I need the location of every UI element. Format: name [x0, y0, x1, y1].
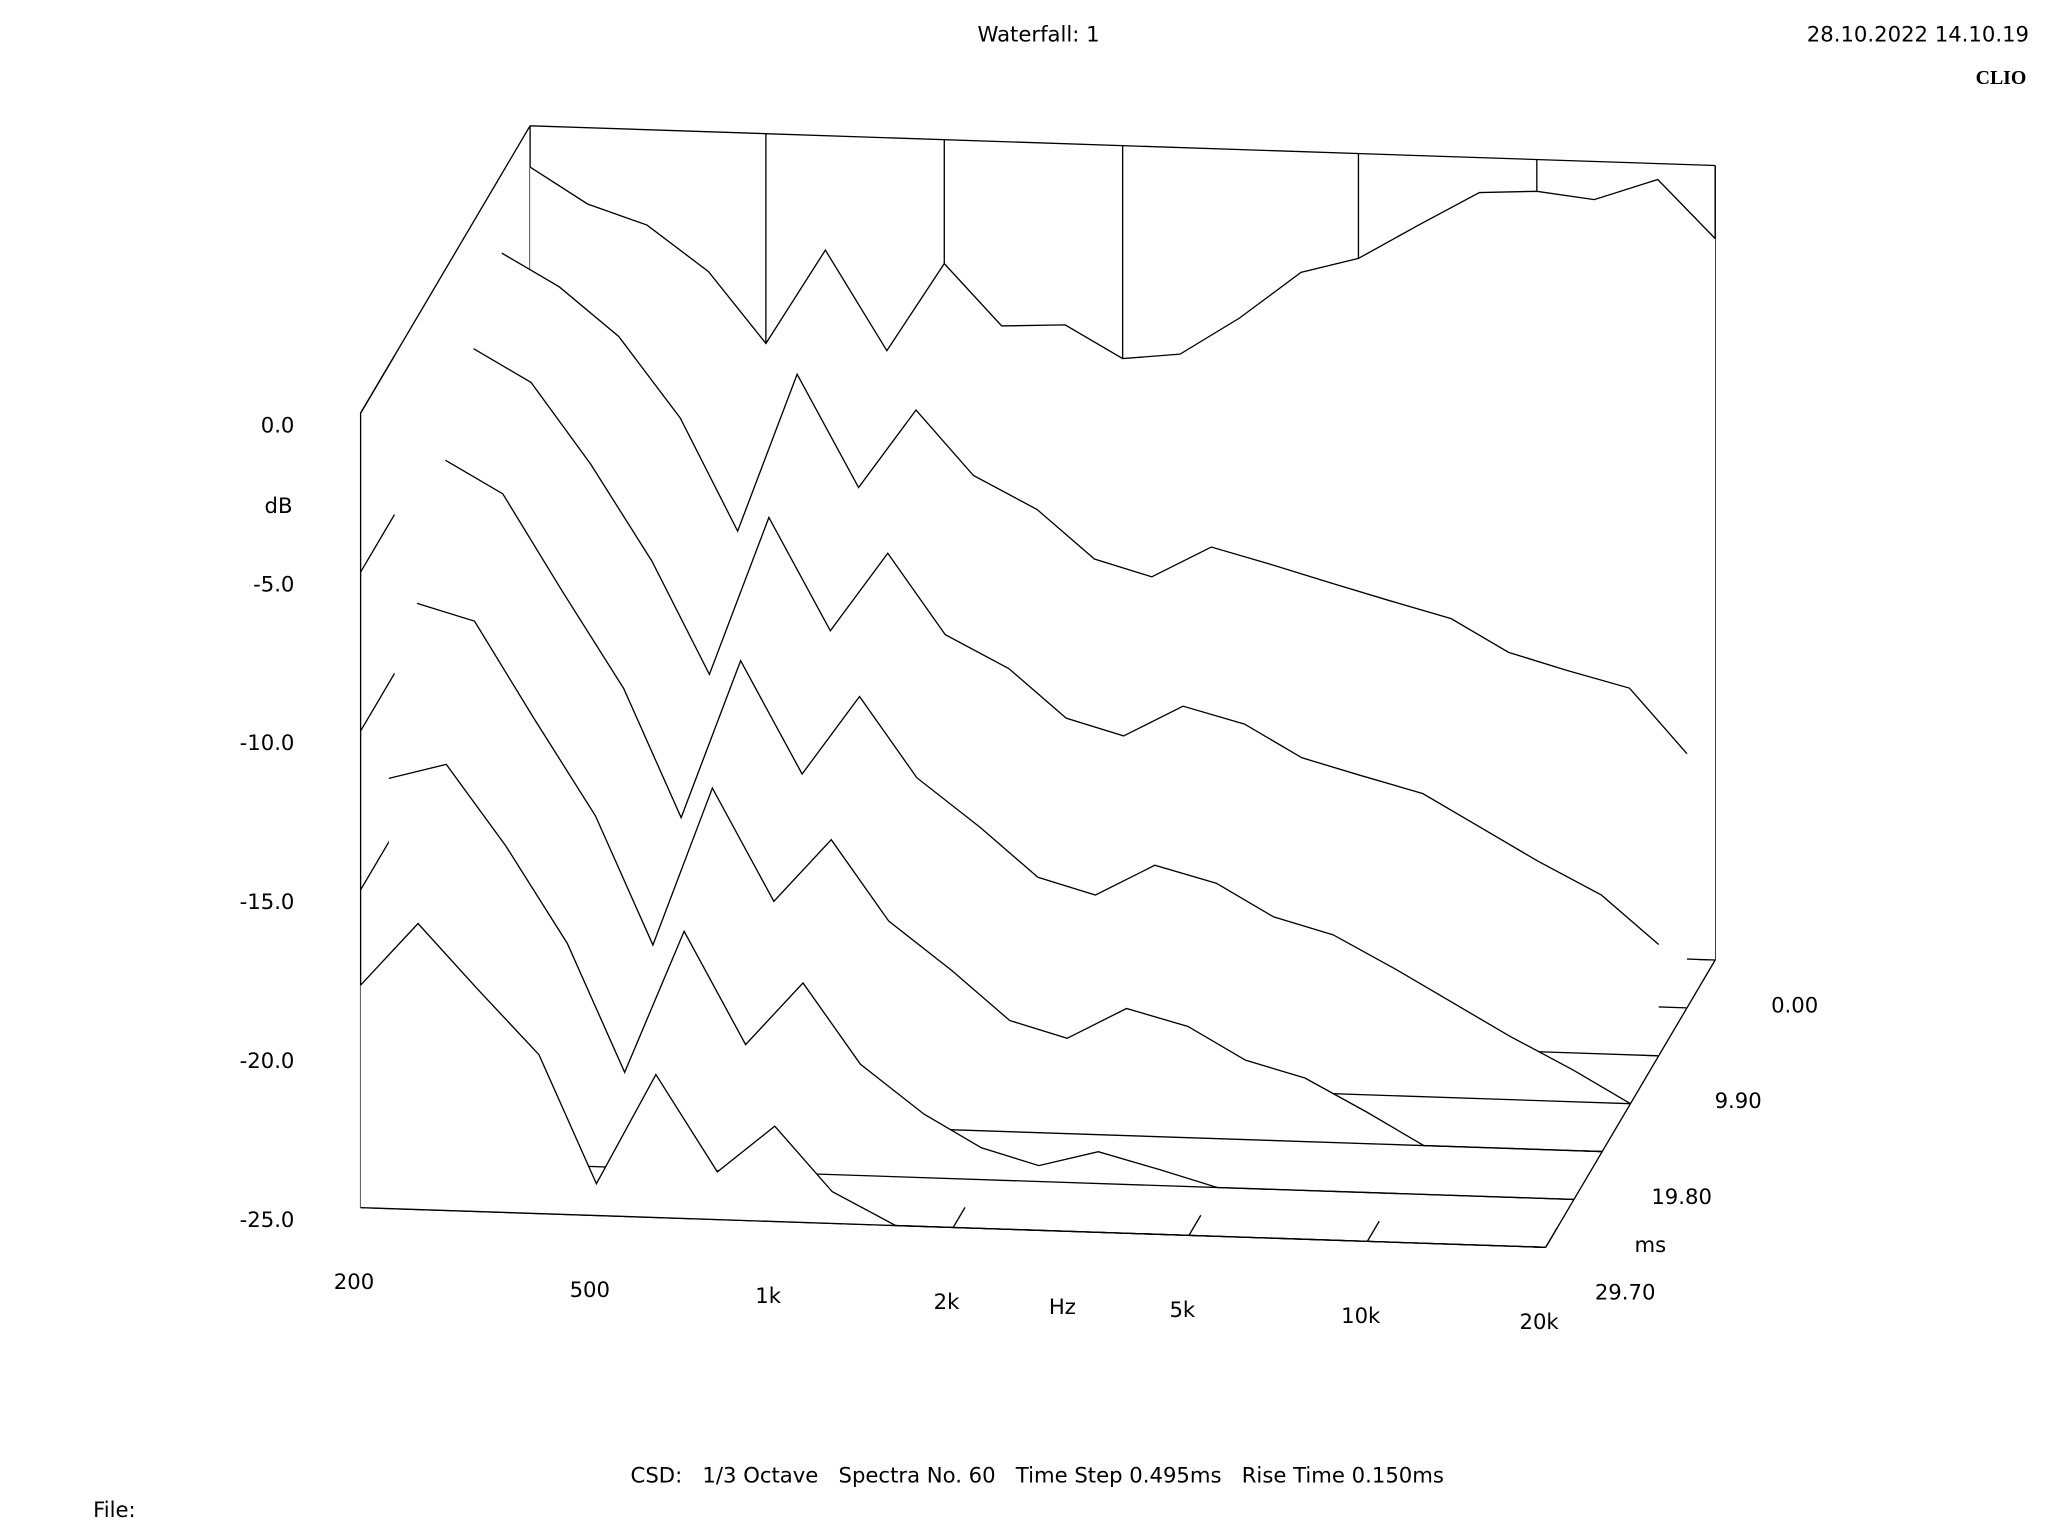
chart-title: Waterfall: 1 — [978, 22, 1100, 47]
x-tick-label: 500 — [570, 1277, 610, 1302]
back-top-edge — [530, 125, 1716, 167]
x-tick-mark — [1188, 1214, 1202, 1236]
spectrum-line — [445, 459, 1631, 1105]
z-tick-label: 19.80 — [1651, 1184, 1712, 1209]
y-tick-label: -20.0 — [240, 1048, 295, 1073]
x-tick-label: 200 — [334, 1269, 374, 1294]
footer: CSD: 1/3 Octave Spectra No. 60 Time Step… — [631, 1462, 1444, 1487]
slice-fill — [388, 764, 1574, 1200]
x-axis-label: Hz — [1049, 1294, 1076, 1319]
spectrum-line — [529, 166, 1716, 360]
z-tick-label: 29.70 — [1595, 1280, 1656, 1305]
y-tick-label: -5.0 — [253, 571, 294, 596]
y-tick-label: -25.0 — [240, 1207, 295, 1232]
slice-floor — [360, 1206, 1546, 1248]
spectrum-line — [501, 252, 1688, 755]
x-tick-label: 5k — [1169, 1297, 1195, 1322]
y-tick-label: 0.0 — [261, 412, 295, 437]
x-tick-mark — [1366, 1220, 1380, 1242]
x-tick-label: 10k — [1341, 1303, 1381, 1328]
y-tick-mark — [360, 514, 396, 573]
y-tick-mark — [360, 355, 396, 414]
slice-fill — [360, 923, 1546, 1248]
brand: CLIO — [1976, 67, 2027, 89]
z-tick-label: 0.00 — [1771, 992, 1818, 1017]
x-tick-label: 20k — [1519, 1309, 1559, 1334]
y-tick-mark — [360, 673, 396, 732]
x-tick-mark — [952, 1207, 966, 1228]
spectrum-line — [416, 602, 1603, 1153]
y-tick-label: -15.0 — [240, 889, 295, 914]
y-axis-label: dB — [265, 493, 293, 518]
z-axis-label: ms — [1634, 1232, 1666, 1257]
y-tick-label: -10.0 — [240, 730, 295, 755]
file-label: File: — [93, 1497, 136, 1522]
z-tick-label: 9.90 — [1715, 1088, 1762, 1113]
x-tick-label: 2k — [934, 1289, 960, 1314]
spectrum-line — [473, 348, 1660, 946]
timestamp: 28.10.2022 14.10.19 — [1807, 22, 2029, 47]
x-tick-mark — [1545, 1226, 1559, 1248]
x-tick-label: 1k — [755, 1283, 781, 1308]
